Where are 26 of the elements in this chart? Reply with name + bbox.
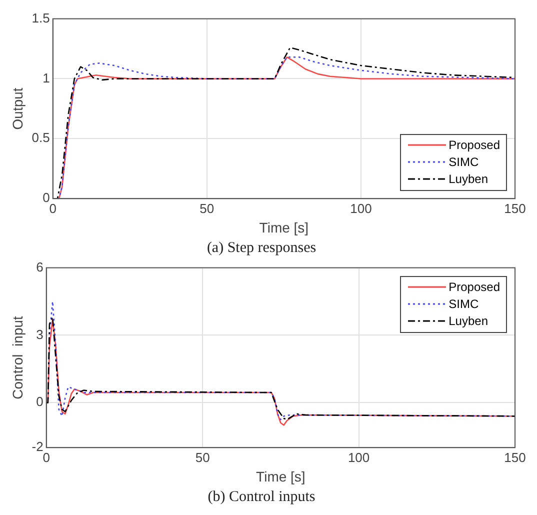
text: (b) Control inputs bbox=[208, 488, 316, 505]
x-tick-label: 100 bbox=[350, 200, 372, 216]
legend-label: Luyben bbox=[448, 170, 488, 188]
x-tick-label: 150 bbox=[504, 450, 526, 465]
x-tick-label: 150 bbox=[504, 200, 526, 216]
y-tick-label: 1.5 bbox=[32, 10, 50, 26]
legend-label: Proposed bbox=[448, 278, 500, 296]
y-tick-label: 0.5 bbox=[32, 130, 50, 146]
y-axis-title: Control input bbox=[9, 316, 26, 400]
y-tick-label: 6 bbox=[36, 259, 44, 274]
text: (a) Step responses bbox=[206, 240, 316, 256]
y-tick-label: 0 bbox=[42, 190, 50, 206]
legend-label: SIMC bbox=[448, 296, 479, 313]
y-axis-title: Output bbox=[9, 88, 26, 130]
y-tick-label: 3 bbox=[36, 326, 44, 342]
y-tick-label: 1 bbox=[42, 70, 50, 86]
legend-label: Luyben bbox=[448, 312, 488, 330]
y-tick-label: -2 bbox=[32, 439, 44, 454]
x-tick-label: 50 bbox=[200, 200, 214, 216]
legend-label: SIMC bbox=[448, 154, 479, 171]
x-tick-label: 100 bbox=[348, 450, 370, 465]
y-tick-label: 0 bbox=[36, 394, 44, 410]
x-tick-label: 50 bbox=[195, 450, 210, 465]
legend-label: Proposed bbox=[448, 136, 500, 154]
x-axis-title: Time [s] bbox=[259, 219, 309, 236]
x-axis-title: Time [s] bbox=[256, 468, 306, 484]
